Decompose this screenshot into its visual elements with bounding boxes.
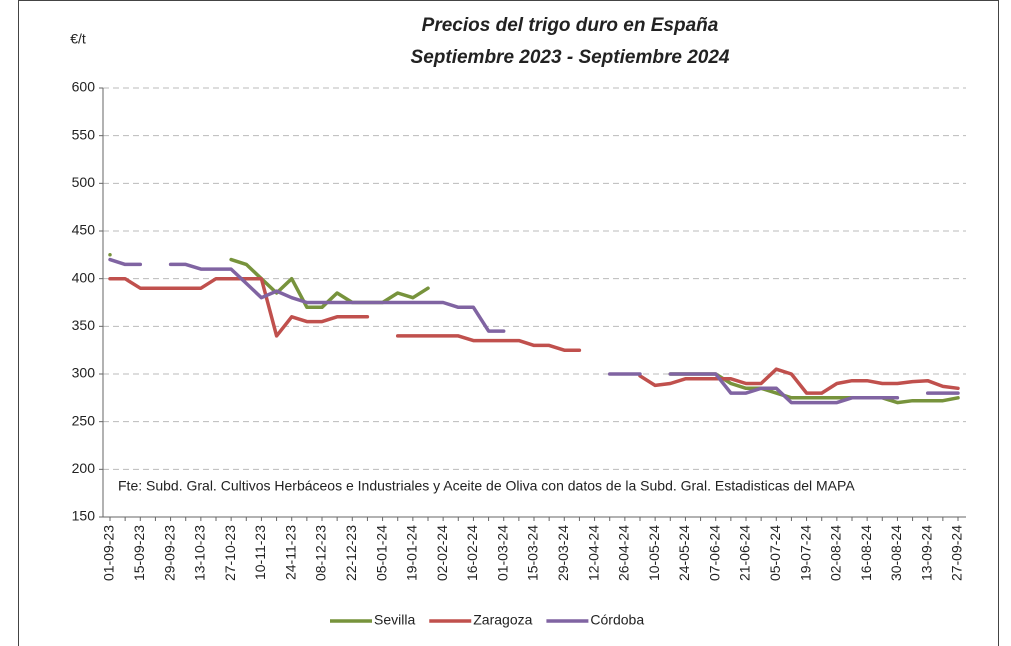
y-tick-label: 550 bbox=[72, 126, 96, 142]
x-tick-label: 27-09-24 bbox=[949, 525, 965, 581]
x-tick-label: 30-08-24 bbox=[888, 525, 904, 581]
chart-subtitle: Septiembre 2023 - Septiembre 2024 bbox=[411, 47, 730, 68]
y-tick-label: 150 bbox=[72, 508, 96, 524]
legend-label: Córdoba bbox=[590, 612, 644, 628]
x-tick-label: 24-05-24 bbox=[676, 525, 692, 581]
x-tick-label: 10-11-23 bbox=[252, 525, 268, 580]
x-tick-label: 02-02-24 bbox=[434, 525, 450, 581]
x-tick-label: 07-06-24 bbox=[706, 525, 722, 581]
x-tick-label: 16-02-24 bbox=[464, 525, 480, 581]
y-tick-label: 450 bbox=[72, 222, 96, 238]
series-line bbox=[108, 257, 960, 405]
x-tick-label: 02-08-24 bbox=[828, 525, 844, 581]
x-tick-label: 10-05-24 bbox=[646, 525, 662, 581]
x-tick-label: 15-09-23 bbox=[131, 525, 147, 581]
y-tick-label: 500 bbox=[72, 174, 96, 190]
x-tick-label: 26-04-24 bbox=[616, 525, 632, 581]
x-tick-label: 05-01-24 bbox=[373, 525, 389, 581]
x-tick-label: 29-09-23 bbox=[161, 525, 177, 581]
y-tick-label: 200 bbox=[72, 460, 96, 476]
x-tick-label: 19-01-24 bbox=[404, 525, 420, 581]
x-tick-label: 15-03-24 bbox=[525, 525, 541, 581]
x-tick-label: 16-08-24 bbox=[858, 525, 874, 581]
x-tick-label: 21-06-24 bbox=[737, 525, 753, 581]
chart-frame bbox=[18, 0, 999, 646]
y-tick-label: 250 bbox=[72, 412, 96, 428]
x-tick-label: 22-12-23 bbox=[343, 525, 359, 581]
x-tick-label: 12-04-24 bbox=[585, 525, 601, 581]
y-tick-label: 400 bbox=[72, 269, 96, 285]
x-tick-label: 08-12-23 bbox=[313, 525, 329, 581]
x-tick-label: 01-09-23 bbox=[101, 525, 117, 581]
x-tick-label: 29-03-24 bbox=[555, 525, 571, 581]
x-tick-label: 13-09-24 bbox=[918, 525, 934, 581]
x-tick-label: 27-10-23 bbox=[222, 525, 238, 581]
x-tick-label: 19-07-24 bbox=[797, 525, 813, 581]
x-tick-label: 05-07-24 bbox=[767, 525, 783, 581]
x-tick-label: 13-10-23 bbox=[192, 525, 208, 581]
y-tick-label: 600 bbox=[72, 79, 96, 95]
y-axis-label: €/t bbox=[70, 31, 86, 47]
y-tick-label: 300 bbox=[72, 365, 96, 381]
x-tick-label: 01-03-24 bbox=[494, 525, 510, 581]
legend-label: Sevilla bbox=[374, 612, 415, 628]
source-note: Fte: Subd. Gral. Cultivos Herbáceos e In… bbox=[118, 478, 855, 494]
x-tick-label: 24-11-23 bbox=[282, 525, 298, 580]
chart-title: Precios del trigo duro en España bbox=[422, 15, 719, 36]
series-line bbox=[108, 276, 960, 395]
y-tick-label: 350 bbox=[72, 317, 96, 333]
legend-label: Zaragoza bbox=[473, 612, 532, 628]
